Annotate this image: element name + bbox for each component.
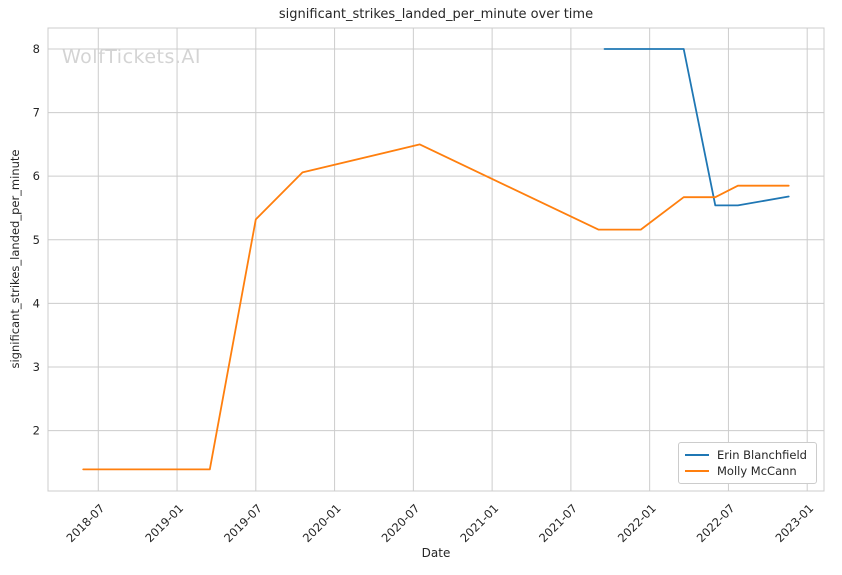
- legend-item-erin-blanchfield: Erin Blanchfield: [679, 447, 816, 463]
- plot-border: [47, 27, 825, 492]
- y-tick-label: 4: [33, 296, 40, 310]
- legend: Erin Blanchfield Molly McCann: [678, 442, 817, 484]
- y-tick-label: 2: [33, 424, 40, 438]
- series-line-molly-mccann: [82, 143, 790, 471]
- x-tick-label: 2021-07: [536, 501, 580, 545]
- watermark: WolfTickets.AI: [62, 46, 202, 68]
- y-tick-label: 5: [33, 233, 40, 247]
- legend-line-swatch-orange: [685, 470, 709, 472]
- x-tick-label: 2020-07: [379, 501, 423, 545]
- series-line-erin-blanchfield: [603, 48, 790, 207]
- x-tick-label: 2021-01: [457, 501, 501, 545]
- legend-line-swatch-blue: [685, 454, 709, 456]
- y-tick-label: 8: [33, 42, 40, 56]
- y-tick-label: 3: [33, 360, 40, 374]
- legend-item-molly-mccann: Molly McCann: [679, 463, 816, 479]
- legend-label: Molly McCann: [717, 464, 797, 478]
- x-tick-label: 2023-01: [772, 501, 816, 545]
- axes-background: [48, 28, 824, 491]
- x-tick-label: 2020-01: [300, 501, 344, 545]
- x-tick-label: 2019-01: [142, 501, 186, 545]
- legend-label: Erin Blanchfield: [717, 448, 807, 462]
- y-axis-label: significant_strikes_landed_per_minute: [8, 149, 22, 369]
- y-tick-label: 7: [33, 106, 40, 120]
- chart-title: significant_strikes_landed_per_minute ov…: [278, 7, 594, 22]
- y-tick-label: 6: [33, 169, 40, 183]
- x-axis-label: Date: [421, 546, 451, 560]
- x-tick-label: 2019-07: [221, 501, 265, 545]
- x-tick-label: 2022-01: [615, 501, 659, 545]
- x-tick-label: 2022-07: [694, 501, 738, 545]
- x-tick-label: 2018-07: [64, 501, 108, 545]
